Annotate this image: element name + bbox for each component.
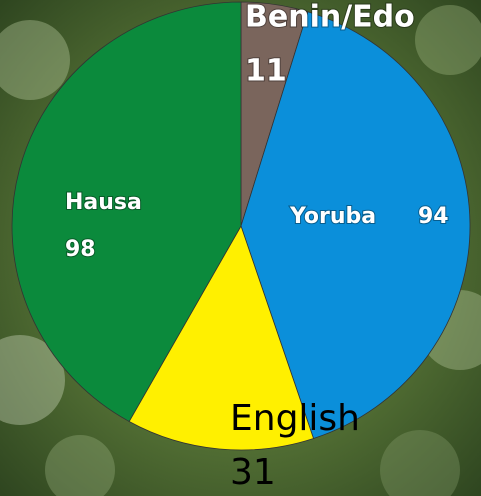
pie (11, 1, 471, 451)
value-label: 31 (230, 452, 276, 493)
slice (128, 225, 315, 451)
slice-label: Yoruba (289, 204, 376, 229)
slice-label: Hausa (65, 190, 142, 215)
value-label: 11 (245, 54, 287, 89)
slice-label: Benin/Edo (245, 0, 415, 35)
value-label: 94 (418, 204, 449, 229)
slice (11, 1, 242, 423)
slice-label: English (230, 398, 360, 439)
slice (240, 11, 471, 439)
labels: Benin/Edo 11 Yoruba 94 English 31 Hausa 98 (64, 0, 450, 493)
value-label: 98 (65, 237, 96, 262)
